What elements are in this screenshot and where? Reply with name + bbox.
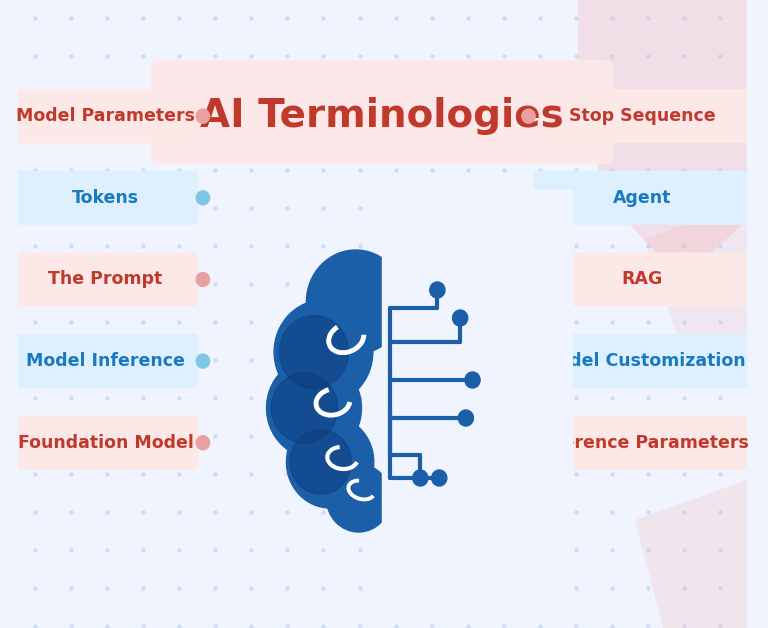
Circle shape <box>430 282 445 298</box>
FancyBboxPatch shape <box>151 60 614 164</box>
Circle shape <box>452 310 468 326</box>
FancyBboxPatch shape <box>533 252 752 306</box>
Circle shape <box>432 470 447 486</box>
FancyBboxPatch shape <box>13 252 198 306</box>
Text: Model Parameters: Model Parameters <box>16 107 195 125</box>
Circle shape <box>266 358 362 458</box>
Text: Inference Parameters: Inference Parameters <box>536 434 749 452</box>
Circle shape <box>521 273 535 286</box>
Text: The Prompt: The Prompt <box>48 271 163 288</box>
Circle shape <box>197 273 210 286</box>
Circle shape <box>197 191 210 205</box>
Text: Stop Sequence: Stop Sequence <box>569 107 716 125</box>
Polygon shape <box>635 480 746 628</box>
FancyBboxPatch shape <box>13 171 198 225</box>
FancyBboxPatch shape <box>533 171 752 225</box>
FancyBboxPatch shape <box>13 416 198 470</box>
Circle shape <box>521 436 535 450</box>
FancyBboxPatch shape <box>533 89 752 143</box>
Circle shape <box>521 354 535 368</box>
Circle shape <box>521 109 535 123</box>
Text: Model Customization: Model Customization <box>540 352 745 370</box>
Bar <box>382 190 572 590</box>
FancyBboxPatch shape <box>13 89 198 143</box>
Circle shape <box>412 470 428 486</box>
Polygon shape <box>644 200 746 380</box>
Text: Foundation Model: Foundation Model <box>18 434 194 452</box>
Circle shape <box>336 260 412 340</box>
Circle shape <box>465 372 480 388</box>
Circle shape <box>458 410 473 426</box>
Text: Agent: Agent <box>613 189 671 207</box>
Circle shape <box>286 416 374 508</box>
FancyBboxPatch shape <box>533 416 752 470</box>
Circle shape <box>306 250 405 354</box>
Circle shape <box>521 191 535 205</box>
Polygon shape <box>578 0 746 280</box>
Circle shape <box>197 436 210 450</box>
Circle shape <box>197 109 210 123</box>
Text: Model Inference: Model Inference <box>26 352 185 370</box>
Circle shape <box>290 430 351 494</box>
FancyBboxPatch shape <box>13 334 198 388</box>
Circle shape <box>280 316 349 388</box>
Text: AI Terminologies: AI Terminologies <box>200 97 564 135</box>
Circle shape <box>197 354 210 368</box>
Text: Tokens: Tokens <box>72 189 139 207</box>
Circle shape <box>274 300 372 404</box>
Circle shape <box>326 464 391 532</box>
FancyBboxPatch shape <box>533 334 752 388</box>
Text: RAG: RAG <box>622 271 663 288</box>
Circle shape <box>271 373 338 443</box>
